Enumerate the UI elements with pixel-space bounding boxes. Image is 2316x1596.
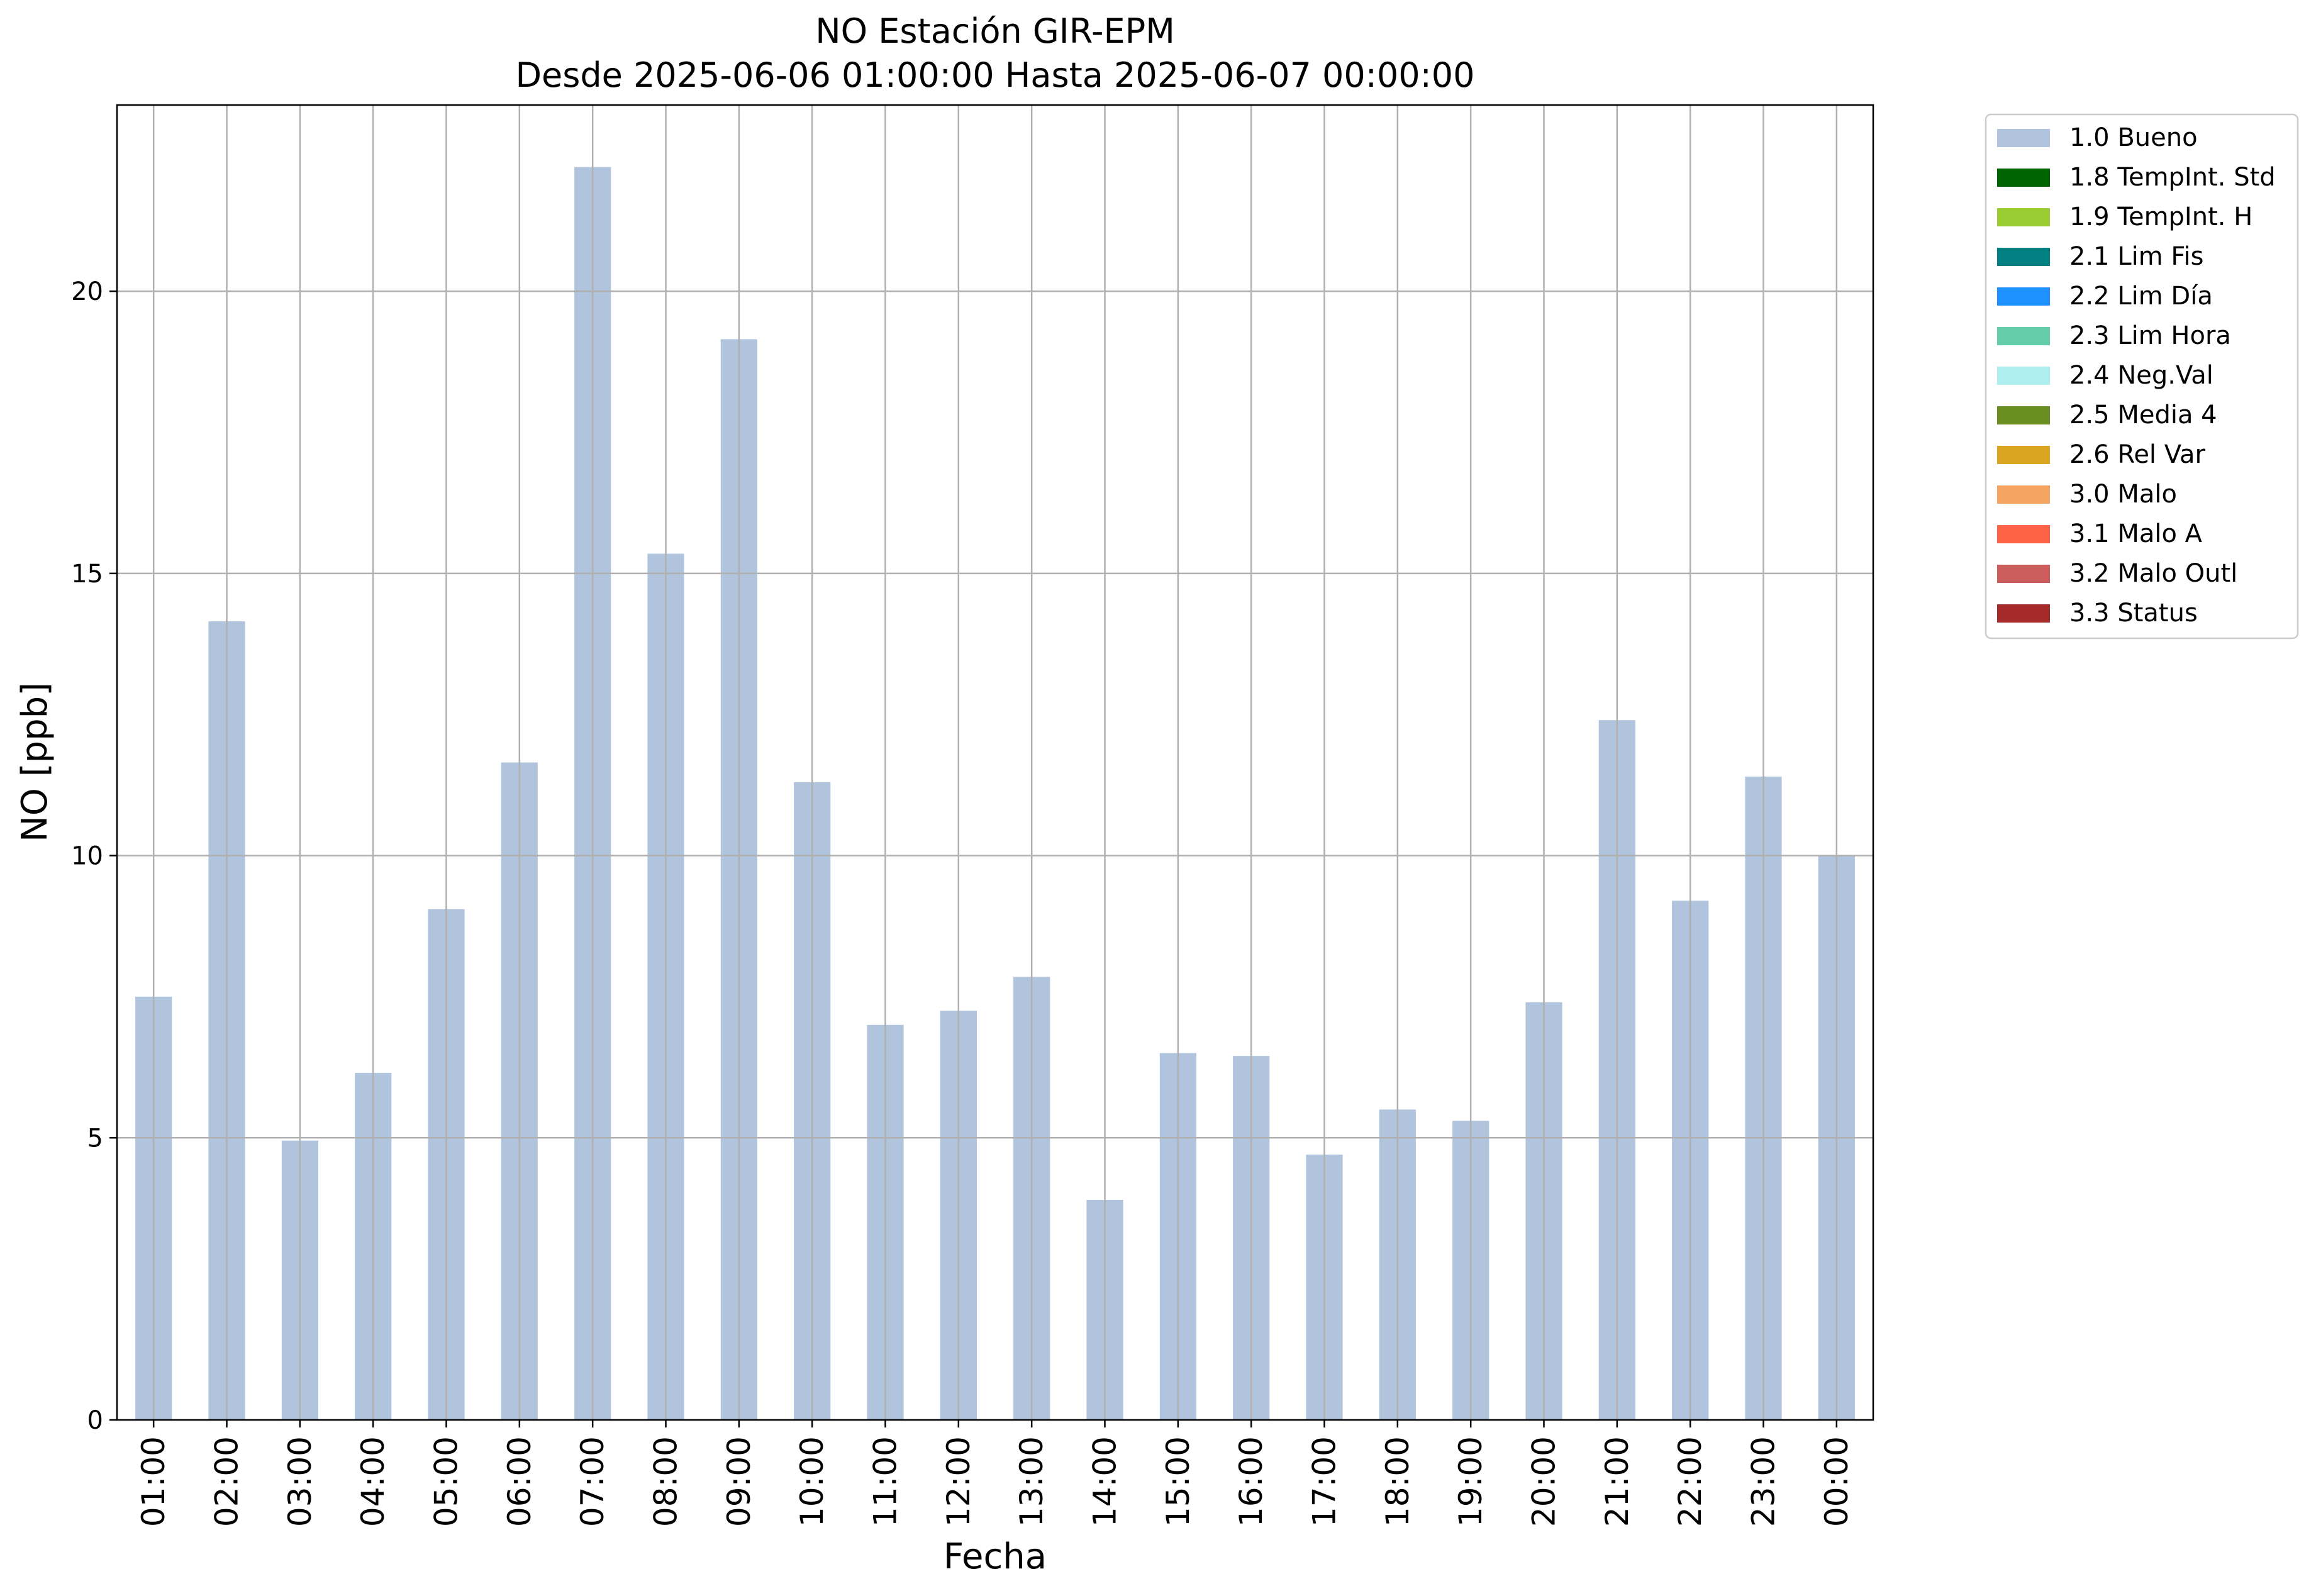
x-tick-label-0500: 05:00 (428, 1436, 465, 1527)
x-tick-label-2100: 21:00 (1599, 1436, 1635, 1527)
legend-label-11: 3.2 Malo Outl (2069, 559, 2237, 588)
y-tick-label-20: 20 (71, 277, 103, 306)
legend: 1.0 Bueno 1.8 TempInt. Std 1.9 TempInt. H 2… (1985, 113, 2299, 640)
x-tick-label-1200: 12:00 (940, 1436, 977, 1527)
x-axis-label: Fecha (944, 1536, 1047, 1577)
x-tick-label-0300: 03:00 (282, 1436, 318, 1527)
tick-layer: 0 5 10 15 20 01:00 02:00 03:00 04:00 05:00 06:00 07… (71, 277, 1855, 1527)
x-tick-label-1000: 10:00 (794, 1436, 830, 1527)
x-tick-label-1900: 19:00 (1452, 1436, 1489, 1527)
chart-title-line1: NO Estación GIR-EPM (815, 11, 1175, 51)
legend-swatch-8 (1997, 446, 2050, 464)
legend-swatch-2 (1997, 208, 2050, 226)
x-tick-label-2200: 22:00 (1672, 1436, 1708, 1527)
legend-swatch-1 (1997, 169, 2050, 187)
legend-label-3: 2.1 Lim Fis (2069, 242, 2203, 271)
plot-frame (116, 104, 1874, 1421)
x-tick-label-0100: 01:00 (135, 1436, 172, 1527)
x-tick-label-0800: 08:00 (648, 1436, 684, 1527)
legend-label-1: 1.8 TempInt. Std (2069, 163, 2276, 192)
x-tick-label-0900: 09:00 (721, 1436, 757, 1527)
x-tick-label-1300: 13:00 (1013, 1436, 1050, 1527)
y-axis-label: NO [ppb] (14, 682, 55, 842)
x-tick-label-1100: 11:00 (867, 1436, 904, 1527)
legend-label-8: 2.6 Rel Var (2069, 440, 2206, 469)
legend-label-9: 3.0 Malo (2069, 480, 2177, 509)
legend-label-12: 3.3 Status (2069, 599, 2198, 628)
legend-label-2: 1.9 TempInt. H (2069, 202, 2252, 231)
legend-frame (1985, 113, 2299, 640)
legend-swatch-4 (1997, 287, 2050, 306)
legend-swatch-5 (1997, 327, 2050, 345)
legend-label-6: 2.4 Neg.Val (2069, 361, 2213, 390)
legend-label-7: 2.5 Media 4 (2069, 401, 2217, 429)
x-tick-label-1800: 18:00 (1379, 1436, 1416, 1527)
legend-swatch-6 (1997, 367, 2050, 385)
legend-swatch-0 (1997, 129, 2050, 147)
legend-swatch-9 (1997, 485, 2050, 504)
grid-layer (117, 105, 1873, 1420)
x-tick-label-1400: 14:00 (1087, 1436, 1123, 1527)
legend-label-4: 2.2 Lim Día (2069, 282, 2213, 311)
x-tick-label-1600: 16:00 (1233, 1436, 1269, 1527)
x-tick-label-0600: 06:00 (501, 1436, 538, 1527)
legend-swatch-12 (1997, 604, 2050, 623)
y-tick-label-10: 10 (71, 842, 103, 871)
legend-label-5: 2.3 Lim Hora (2069, 321, 2231, 350)
x-tick-label-2000: 20:00 (1526, 1436, 1562, 1527)
legend-items: 1.0 Bueno 1.8 TempInt. Std 1.9 TempInt. H 2… (1997, 123, 2276, 628)
x-tick-label-1700: 17:00 (1306, 1436, 1343, 1527)
legend-label-0: 1.0 Bueno (2069, 123, 2198, 152)
x-tick-label-0700: 07:00 (574, 1436, 611, 1527)
legend-label-10: 3.1 Malo A (2069, 519, 2203, 548)
legend-swatch-3 (1997, 248, 2050, 266)
x-tick-label-0200: 02:00 (209, 1436, 245, 1527)
chart-title-line2: Desde 2025-06-06 01:00:00 Hasta 2025-06-… (515, 55, 1474, 95)
x-tick-label-2300: 23:00 (1745, 1436, 1782, 1527)
x-tick-label-0400: 04:00 (355, 1436, 391, 1527)
y-tick-label-0: 0 (87, 1406, 103, 1435)
legend-swatch-7 (1997, 406, 2050, 424)
x-tick-label-0000: 00:00 (1818, 1436, 1855, 1527)
y-tick-label-5: 5 (87, 1124, 103, 1153)
legend-swatch-10 (1997, 525, 2050, 543)
legend-swatch-11 (1997, 565, 2050, 583)
y-tick-label-15: 15 (71, 560, 103, 589)
x-tick-label-1500: 15:00 (1160, 1436, 1196, 1527)
